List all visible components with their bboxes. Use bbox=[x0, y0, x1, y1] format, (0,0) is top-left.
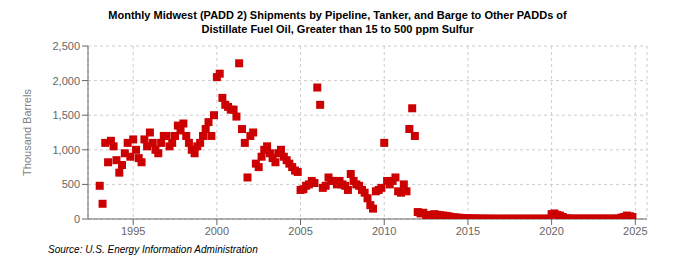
svg-text:2005: 2005 bbox=[288, 225, 312, 237]
svg-text:1,500: 1,500 bbox=[52, 109, 80, 121]
svg-text:1995: 1995 bbox=[121, 225, 145, 237]
svg-text:2025: 2025 bbox=[623, 225, 647, 237]
svg-text:2020: 2020 bbox=[539, 225, 563, 237]
svg-text:0: 0 bbox=[74, 213, 80, 225]
svg-text:Thousand Barrels: Thousand Barrels bbox=[21, 89, 33, 176]
svg-text:2,000: 2,000 bbox=[52, 75, 80, 87]
html-text:Monthly Midwest (PADD 2) Shipm: Monthly Midwest (PADD 2) Shipments by Pi… bbox=[108, 9, 567, 21]
svg-text:500: 500 bbox=[62, 178, 80, 190]
svg-text:2,500: 2,500 bbox=[52, 40, 80, 52]
html-text:Distillate Fuel Oil, Greater t: Distillate Fuel Oil, Greater than 15 to … bbox=[201, 23, 474, 35]
svg-text:2015: 2015 bbox=[456, 225, 480, 237]
svg-text:2010: 2010 bbox=[372, 225, 396, 237]
html-text:Source: U.S. Energy Informatio: Source: U.S. Energy Information Administ… bbox=[48, 244, 258, 255]
svg-text:1,000: 1,000 bbox=[52, 144, 80, 156]
svg-text:2000: 2000 bbox=[205, 225, 229, 237]
